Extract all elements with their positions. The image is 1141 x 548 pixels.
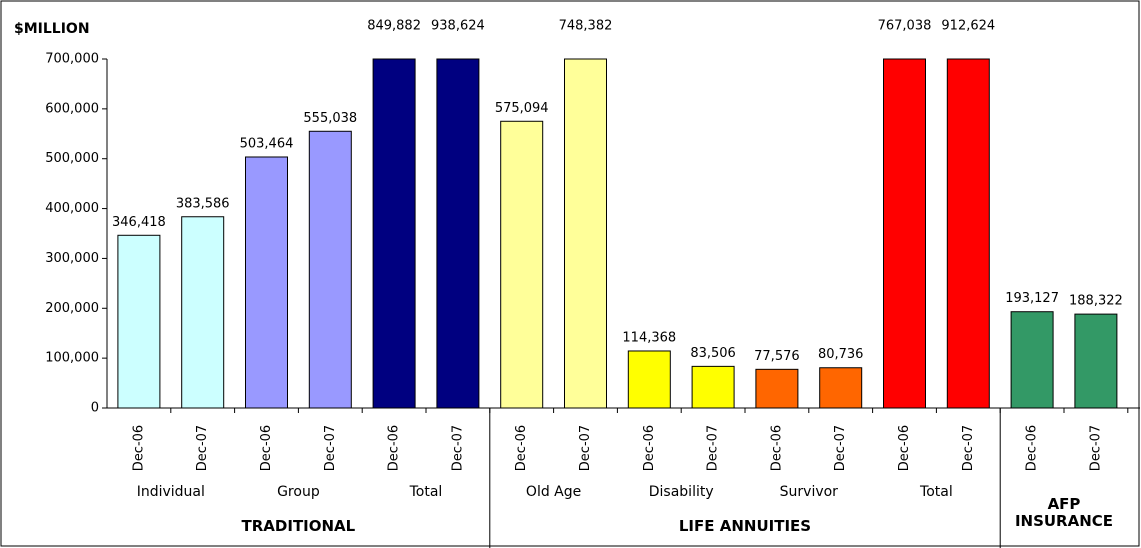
group-label: Group — [277, 484, 320, 500]
x-tick-label: Dec-06 — [387, 425, 402, 471]
group-label: Total — [920, 484, 953, 500]
bar — [564, 58, 607, 409]
y-tick-label: 200,000 — [45, 301, 99, 316]
y-tick-label: 100,000 — [45, 351, 99, 366]
supergroup-label: TRADITIONAL — [241, 517, 356, 535]
bar — [946, 58, 990, 409]
y-tick-label: 600,000 — [45, 101, 99, 116]
data-label: 83,506 — [690, 346, 736, 361]
group-label: Individual — [136, 484, 205, 500]
y-tick-label: 500,000 — [45, 151, 99, 166]
x-tick-label: Dec-07 — [1088, 425, 1103, 471]
bar — [819, 367, 863, 409]
bar — [627, 350, 671, 409]
x-tick-label: Dec-07 — [195, 425, 210, 471]
y-tick-label: 300,000 — [45, 251, 99, 266]
x-tick-label: Dec-06 — [642, 425, 657, 471]
data-label: 188,322 — [1069, 294, 1123, 309]
x-tick-label: Dec-06 — [769, 425, 784, 471]
chart-title: $MILLION — [14, 21, 90, 37]
data-label: 383,586 — [176, 196, 230, 211]
y-tick-label: 700,000 — [45, 52, 99, 67]
x-tick-label: Dec-06 — [514, 425, 529, 471]
bar — [1074, 313, 1118, 409]
bar — [436, 58, 480, 409]
group-label: Survivor — [779, 484, 838, 500]
x-tick-label: Dec-07 — [450, 425, 465, 471]
x-tick-label: Dec-07 — [578, 425, 593, 471]
bar — [500, 120, 544, 409]
bar — [117, 234, 161, 409]
data-label: 503,464 — [240, 136, 294, 151]
x-tick-label: Dec-06 — [1025, 425, 1040, 471]
x-tick-label: Dec-07 — [961, 425, 976, 471]
bar — [372, 58, 416, 409]
bar — [181, 216, 225, 409]
x-tick-label: Dec-07 — [833, 425, 848, 471]
bar — [691, 365, 735, 409]
x-tick-label: Dec-07 — [706, 425, 721, 471]
supergroup-label: AFP INSURANCE — [1014, 495, 1114, 530]
y-tick-label: 400,000 — [45, 201, 99, 216]
x-tick-label: Dec-06 — [259, 425, 274, 471]
y-tick-label: 0 — [91, 401, 99, 416]
bar — [883, 58, 926, 409]
data-label: 938,624 — [431, 19, 485, 34]
group-label: Old Age — [525, 484, 582, 500]
data-label: 193,127 — [1005, 291, 1059, 306]
bar — [245, 156, 288, 409]
group-label: Disability — [648, 484, 714, 500]
bar — [1010, 311, 1054, 409]
group-label: Total — [409, 484, 443, 500]
data-label: 555,038 — [303, 111, 357, 126]
bar — [308, 130, 352, 409]
x-tick-label: Dec-06 — [897, 425, 912, 471]
supergroup-label: LIFE ANNUITIES — [678, 517, 812, 535]
data-label: 575,094 — [495, 101, 549, 116]
data-label: 346,418 — [112, 215, 166, 230]
data-label: 77,576 — [754, 349, 800, 364]
data-label: 849,882 — [367, 19, 421, 34]
data-label: 114,368 — [622, 330, 676, 345]
data-label: 748,382 — [559, 19, 613, 34]
data-label: 912,624 — [941, 19, 995, 34]
x-tick-label: Dec-07 — [323, 425, 338, 471]
data-label: 80,736 — [818, 347, 864, 362]
data-label: 767,038 — [878, 19, 932, 34]
bar — [755, 368, 799, 409]
x-tick-label: Dec-06 — [131, 425, 146, 471]
